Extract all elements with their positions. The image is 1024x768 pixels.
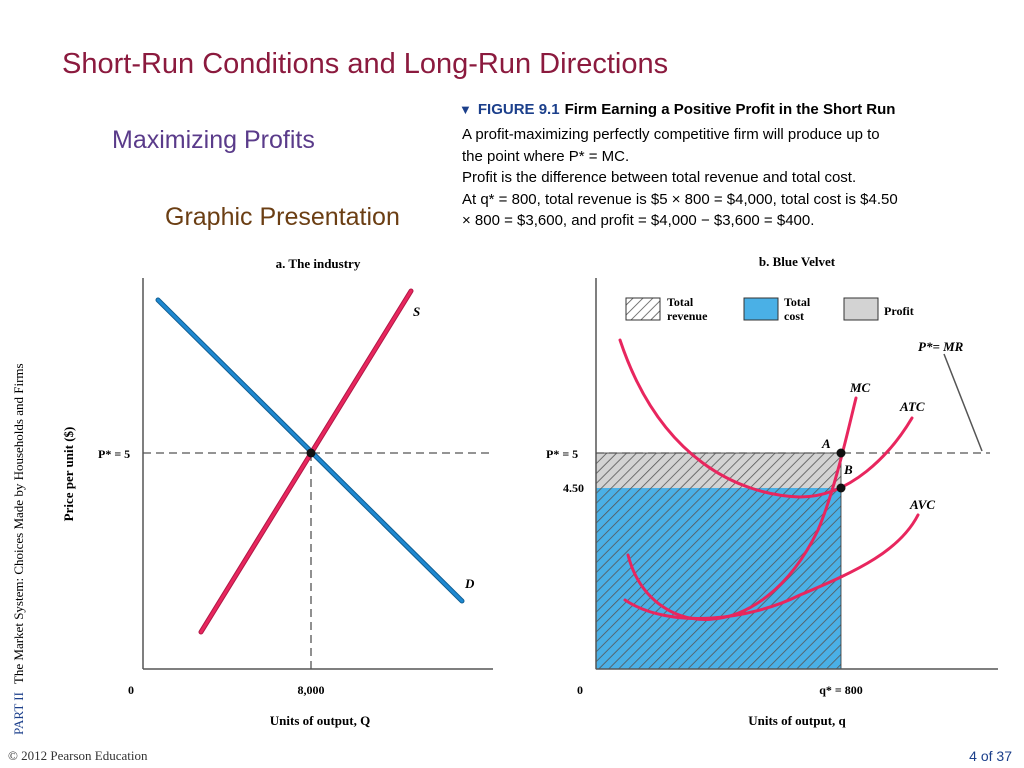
panel-a-title: a. The industry [276, 256, 361, 271]
equilibrium-point [306, 448, 316, 458]
mc-curve [626, 396, 858, 621]
mr-label-pointer [943, 353, 983, 452]
panel-a-x-tick: 8,000 [298, 683, 325, 697]
avc-curve [623, 513, 920, 620]
panel-a-price-label: P* = 5 [98, 447, 130, 461]
legend-total-cost-line2: cost [784, 309, 804, 323]
panel-b-x-label: Units of output, q [748, 713, 846, 728]
panel-b-title: b. Blue Velvet [759, 254, 836, 269]
atc-label: ATC [899, 399, 925, 414]
legend-total-cost-line1: Total [784, 295, 811, 309]
legend-total-revenue-line2: revenue [667, 309, 708, 323]
subtitle-graphic-presentation: Graphic Presentation [165, 203, 400, 231]
triangle-bullet-icon: ▼ [459, 102, 472, 117]
panel-b-origin: 0 [577, 683, 583, 697]
panel-b-price-label: P* = 5 [546, 447, 578, 461]
legend-total-cost-swatch [743, 297, 779, 321]
slide-title: Short-Run Conditions and Long-Run Direct… [62, 48, 669, 80]
panel-a-y-label: Price per unit ($) [61, 427, 76, 522]
caption-line: × 800 = $3,600, and profit = $4,000 − $3… [462, 212, 815, 229]
atc-curve [618, 338, 914, 499]
sidebar-part-title: The Market System: Choices Made by House… [11, 363, 26, 685]
point-a-marker [836, 448, 846, 458]
figure-heading: ▼ FIGURE 9.1 Firm Earning a Positive Profi… [459, 101, 895, 118]
panel-b-cost-label: 4.50 [563, 481, 584, 495]
subtitle-maximizing-profits: Maximizing Profits [112, 126, 315, 154]
caption-line: At q* = 800, total revenue is $5 × 800 =… [462, 190, 898, 208]
point-b-label: B [843, 462, 853, 477]
part-sidebar: PART II The Market System: Choices Made b… [4, 330, 34, 735]
avc-label: AVC [909, 497, 935, 512]
mr-label: P*= MR [918, 339, 964, 354]
supply-curve [199, 289, 413, 634]
point-b-marker [836, 483, 846, 493]
mc-label: MC [849, 380, 871, 395]
legend-profit-label: Profit [884, 304, 914, 318]
figure-caption: A profit-maximizing perfectly competitiv… [462, 124, 972, 232]
point-a-label: A [821, 436, 831, 451]
caption-line: A profit-maximizing perfectly competitiv… [462, 126, 880, 143]
caption-line: Profit is the difference between total r… [462, 169, 857, 186]
panel-b-x-tick: q* = 800 [819, 683, 863, 697]
sidebar-part-label: PART II [11, 692, 26, 735]
panel-a-x-label: Units of output, Q [270, 713, 370, 728]
panel-a-origin: 0 [128, 683, 134, 697]
caption-line: the point where P* = MC. [462, 147, 630, 165]
demand-label: D [464, 576, 475, 591]
total-revenue-area [595, 452, 842, 670]
legend-total-revenue-line1: Total [667, 295, 694, 309]
legend-profit-swatch [843, 297, 879, 321]
figure-label: FIGURE 9.1 [477, 101, 560, 118]
figure-title: Firm Earning a Positive Profit in the Sh… [564, 101, 896, 118]
legend-total-revenue-swatch [625, 297, 661, 321]
supply-label: S [413, 304, 420, 319]
page-number: 4 of 37 [969, 748, 1012, 764]
copyright: © 2012 Pearson Education [8, 748, 148, 763]
